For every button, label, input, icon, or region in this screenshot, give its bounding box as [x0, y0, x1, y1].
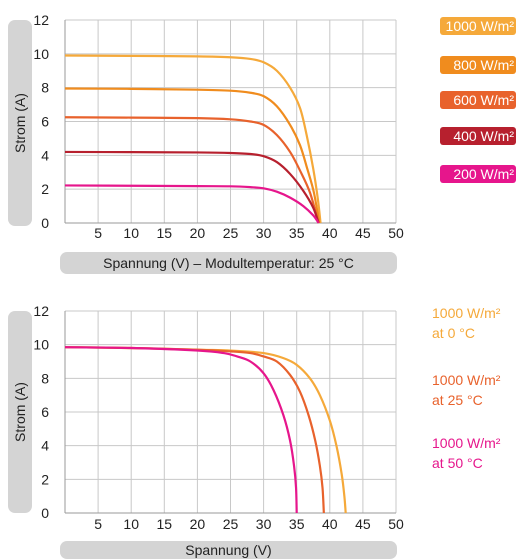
legend-label-2: 1000 W/m² [432, 372, 501, 388]
grid [65, 310, 397, 514]
x-tick-label: 15 [157, 225, 173, 241]
series-line-3 [64, 346, 298, 514]
y-tick-label: 12 [33, 303, 49, 319]
y-axis-label: Strom (A) [12, 93, 28, 153]
y-tick-label: 6 [41, 404, 49, 420]
y-tick-label: 2 [41, 181, 49, 197]
x-tick-label: 40 [322, 225, 338, 241]
y-tick-label: 10 [33, 46, 49, 62]
x-tick-label: 15 [157, 516, 173, 532]
x-tick-label: 30 [256, 225, 272, 241]
x-tick-label: 50 [388, 516, 404, 532]
series-line-1 [64, 54, 322, 224]
y-axis-label: Strom (A) [12, 382, 28, 442]
x-tick-label: 30 [256, 516, 272, 532]
y-tick-label: 4 [41, 147, 49, 163]
y-tick-label: 10 [33, 337, 49, 353]
chart-2: 0 2 4 6 8 10 12 5 10 15 20 25 30 35 40 45 50 Strom (A) Spa… [8, 303, 501, 559]
x-tick-label: 25 [223, 516, 239, 532]
legend-sublabel-3: at 50 °C [432, 455, 483, 471]
x-axis-label-box [60, 541, 397, 559]
series-line-4 [64, 150, 320, 224]
grid [65, 19, 397, 224]
x-tick-label: 40 [322, 516, 338, 532]
legend-label-4: 400 W/m² [453, 128, 514, 144]
x-tick-label: 10 [123, 225, 139, 241]
series-line-2 [64, 346, 325, 514]
legend-label-3: 1000 W/m² [432, 435, 501, 451]
x-tick-label: 35 [289, 516, 305, 532]
legend-swatch-5 [440, 165, 516, 183]
y-tick-label: 12 [33, 12, 49, 28]
legend-label-5: 200 W/m² [453, 166, 514, 182]
x-tick-label: 5 [94, 225, 102, 241]
y-tick-label: 8 [41, 80, 49, 96]
series-line-3 [64, 116, 320, 224]
x-tick-label: 20 [190, 225, 206, 241]
series-line-2 [64, 87, 321, 224]
legend-label-2: 800 W/m² [453, 57, 514, 73]
legend-label-1: 1000 W/m² [446, 18, 515, 34]
y-tick-label: 4 [41, 438, 49, 454]
legend-label-1: 1000 W/m² [432, 305, 501, 321]
legend-swatch-4 [440, 127, 516, 145]
x-tick-label: 50 [388, 225, 404, 241]
y-axis-label-box [8, 311, 32, 513]
legend: 1000 W/m² 800 W/m² 600 W/m² 400 W/m² 200 W/m… [440, 17, 516, 183]
legend-sublabel-2: at 25 °C [432, 392, 483, 408]
x-tick-label: 10 [123, 516, 139, 532]
x-tick-label: 45 [355, 516, 371, 532]
y-tick-label: 0 [41, 215, 49, 231]
x-tick-label: 20 [190, 516, 206, 532]
x-tick-label: 5 [94, 516, 102, 532]
legend-label-3: 600 W/m² [453, 92, 514, 108]
series-line-5 [64, 184, 320, 224]
y-tick-label: 2 [41, 471, 49, 487]
x-tick-label: 45 [355, 225, 371, 241]
legend-sublabel-1: at 0 °C [432, 325, 475, 341]
legend-swatch-1 [440, 17, 516, 35]
y-axis-label-box [8, 20, 32, 226]
series-line-1 [64, 346, 347, 514]
legend-swatch-2 [440, 56, 516, 74]
legend-swatch-3 [440, 91, 516, 109]
x-axis-label: Spannung (V) [185, 542, 271, 558]
x-axis-label-box [60, 252, 397, 274]
x-tick-label: 25 [223, 225, 239, 241]
legend: 1000 W/m² at 0 °C 1000 W/m² at 25 °C 1000 W/… [432, 305, 501, 471]
x-axis-label: Spannung (V) – Modultemperatur: 25 °C [103, 255, 354, 271]
chart-1: 0 2 4 6 8 10 12 5 10 15 20 25 30 35 40 45 50 Strom (A) Spa… [8, 12, 516, 274]
y-tick-label: 0 [41, 505, 49, 521]
y-tick-label: 6 [41, 114, 49, 130]
x-tick-label: 35 [289, 225, 305, 241]
y-tick-label: 8 [41, 370, 49, 386]
